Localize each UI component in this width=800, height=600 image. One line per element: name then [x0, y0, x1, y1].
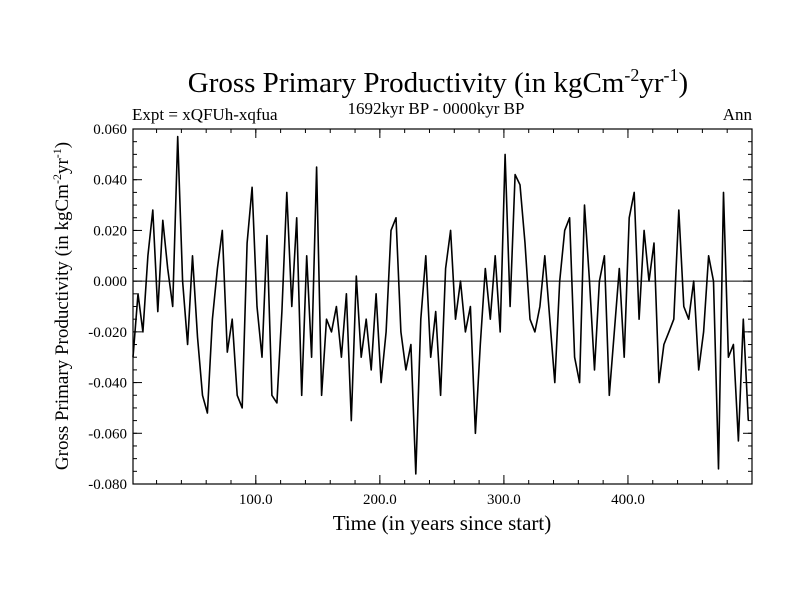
y-tick-label: 0.060 [93, 122, 127, 138]
y-axis-label-end: ) [52, 142, 73, 148]
x-axis-label: Time (in years since start) [333, 511, 552, 535]
chart-title-sup2: -1 [664, 65, 679, 85]
subtitle-time-range: 1692kyr BP - 0000kyr BP [348, 99, 525, 118]
subtitle-season: Ann [723, 105, 753, 124]
tick-labels: -0.080 -0.060 -0.040 -0.020 0.000 0.020 0.040 0… [88, 122, 645, 508]
y-tick-label: -0.060 [88, 426, 127, 442]
y-tick-label: -0.020 [88, 325, 127, 341]
chart-title: Gross Primary Productivity (in kgCm-2yr-… [188, 65, 688, 99]
y-axis-label-base: Gross Primary Productivity (in kgCm [52, 184, 73, 470]
y-tick-label: 0.000 [93, 274, 127, 290]
y-axis-label: Gross Primary Productivity (in kgCm-2yr-… [50, 142, 73, 470]
x-tick-label: 400.0 [611, 492, 645, 508]
y-axis-label-sup2: -1 [50, 148, 64, 158]
y-axis-label-sup1: -2 [50, 174, 64, 184]
series-line-gpp [132, 135, 750, 475]
axis-ticks [133, 128, 752, 485]
x-tick-label: 300.0 [487, 492, 521, 508]
subtitle-experiment: Expt = xQFUh-xqfua [132, 105, 278, 124]
chart-title-base: Gross Primary Productivity (in kgCm [188, 67, 625, 99]
plot-frame [132, 128, 753, 485]
y-axis-label-mid: yr [52, 158, 73, 175]
y-tick-label: 0.040 [93, 173, 127, 189]
x-tick-label: 100.0 [239, 492, 273, 508]
y-tick-label: -0.040 [88, 376, 127, 392]
chart-title-end: ) [679, 67, 689, 99]
chart-title-mid: yr [639, 67, 664, 99]
x-tick-label: 200.0 [363, 492, 397, 508]
y-tick-label: -0.080 [88, 477, 127, 493]
chart-title-sup1: -2 [624, 65, 639, 85]
y-tick-label: 0.020 [93, 223, 127, 239]
